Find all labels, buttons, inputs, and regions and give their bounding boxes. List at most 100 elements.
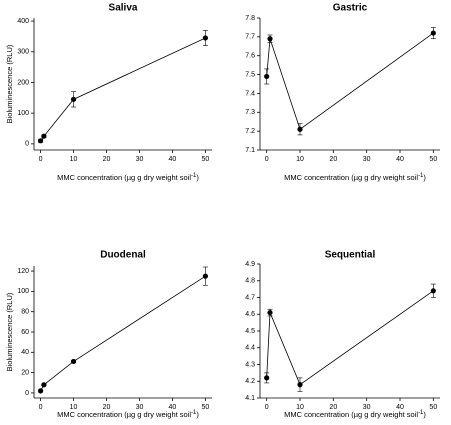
data-point <box>264 73 270 80</box>
chart-title: Saliva <box>109 3 138 14</box>
spacer: ) <box>196 410 199 419</box>
x-axis-label-main: MMC concentration (µg g dry weight soil <box>57 410 191 419</box>
y-tick-label: 60 <box>21 329 29 336</box>
spacer: ) <box>423 173 426 182</box>
data-point <box>264 375 270 381</box>
data-line <box>40 37 206 142</box>
data-line <box>266 32 434 130</box>
spacer: ) <box>196 173 199 182</box>
y-tick-label: 7.2 <box>245 128 255 135</box>
x-tick-label: 10 <box>70 156 78 163</box>
subplot: Saliva 0 100 200 300 400 0 10 20 30 40 50 Biolumines… <box>5 3 212 182</box>
data-point <box>267 36 273 42</box>
x-tick-label: 50 <box>429 156 437 163</box>
x-axis-label: MMC concentration (µg g dry weight soil-… <box>284 410 426 419</box>
y-tick-label: 20 <box>21 369 29 376</box>
y-tick-label: 7.5 <box>245 71 255 78</box>
y-tick-label: 40 <box>21 349 29 356</box>
x-axis-label: MMC concentration (µg g dry weight soil-… <box>284 173 426 182</box>
y-tick-label: 7.6 <box>245 53 255 60</box>
x-tick-label: 20 <box>103 404 111 411</box>
x-tick-label: 0 <box>39 156 43 163</box>
y-tick-label: 200 <box>17 79 29 86</box>
x-tick-label: 50 <box>202 156 210 163</box>
x-axis-label: MMC concentration (µg g dry weight soil-… <box>57 410 199 419</box>
y-tick-label: 0 <box>25 141 29 148</box>
y-tick-label: 7.3 <box>245 109 255 116</box>
y-tick-label: 7.7 <box>245 34 255 41</box>
x-tick-label: 30 <box>136 404 144 411</box>
y-tick-label: 4.3 <box>245 361 255 368</box>
y-tick-label: 7.4 <box>245 90 255 97</box>
y-tick-label: 4.5 <box>245 328 255 335</box>
chart-title: Sequential <box>325 250 376 261</box>
x-axis-label: MMC concentration (µg g dry weight soil-… <box>57 173 199 182</box>
y-tick-label: 120 <box>17 268 29 275</box>
x-tick-label: 30 <box>363 156 371 163</box>
x-tick-label: 0 <box>39 404 43 411</box>
x-axis-label-sup: -1 <box>191 410 197 416</box>
y-axis-label: Bioluminescence (RLU) <box>5 44 14 123</box>
x-tick-label: 50 <box>202 404 210 411</box>
y-tick-label: 4.4 <box>245 345 255 352</box>
y-tick-label: 400 <box>17 18 29 25</box>
x-tick-label: 10 <box>296 156 304 163</box>
y-tick-label: 4.8 <box>245 278 255 285</box>
data-line <box>40 275 206 392</box>
x-tick-label: 40 <box>169 404 177 411</box>
y-tick-label: 100 <box>17 288 29 295</box>
y-tick-label: 4.2 <box>245 378 255 385</box>
chart-title: Gastric <box>333 3 368 14</box>
x-axis-label-main: MMC concentration (µg g dry weight soil <box>57 173 191 182</box>
data-point <box>297 126 303 132</box>
x-tick-label: 10 <box>70 404 78 411</box>
chart-title: Duodenal <box>100 250 146 261</box>
x-axis-label-sup: -1 <box>418 410 424 416</box>
data-point <box>70 96 77 102</box>
x-tick-label: 40 <box>396 404 404 411</box>
x-tick-label: 0 <box>265 404 269 411</box>
data-point <box>202 35 209 41</box>
x-tick-label: 20 <box>329 404 337 411</box>
y-tick-label: 80 <box>21 309 29 316</box>
subplot: Duodenal 0 20 40 60 80 100 120 0 10 20 30 40 50 Biolum… <box>5 250 212 419</box>
data-line <box>266 290 434 386</box>
x-axis-label-main: MMC concentration (µg g dry weight soil <box>284 410 418 419</box>
data-point <box>430 30 436 36</box>
data-point <box>267 309 273 316</box>
y-tick-label: 4.9 <box>245 261 255 268</box>
subplot: Sequential 4.1 4.2 4.3 4.4 4.5 4.6 4.7 4.8 4.9 0 10… <box>245 250 440 419</box>
x-tick-label: 50 <box>429 404 437 411</box>
data-point <box>297 382 303 388</box>
y-tick-label: 300 <box>17 49 29 56</box>
y-tick-label: 7.1 <box>245 147 255 154</box>
x-tick-label: 20 <box>103 156 111 163</box>
data-point <box>37 388 44 394</box>
x-tick-label: 10 <box>296 404 304 411</box>
spacer: ) <box>423 410 426 419</box>
subplot: Gastric 7.1 7.2 7.3 7.4 7.5 7.6 7.7 7.8 0 10 20 30 40… <box>245 3 440 182</box>
x-tick-label: 40 <box>396 156 404 163</box>
x-tick-label: 30 <box>136 156 144 163</box>
data-point <box>202 273 209 279</box>
x-tick-label: 30 <box>363 404 371 411</box>
data-point <box>430 288 436 294</box>
data-point <box>70 358 77 365</box>
y-axis-label: Bioluminescence (RLU) <box>5 292 14 371</box>
y-tick-label: 4.1 <box>245 395 255 402</box>
data-point <box>37 138 44 144</box>
x-axis-label-sup: -1 <box>191 173 197 179</box>
x-tick-label: 40 <box>169 156 177 163</box>
y-tick-label: 4.7 <box>245 294 255 301</box>
data-point <box>41 133 47 139</box>
y-tick-label: 4.6 <box>245 311 255 318</box>
data-point <box>41 382 47 388</box>
x-axis-label-main: MMC concentration (µg g dry weight soil <box>284 173 418 182</box>
x-tick-label: 20 <box>329 156 337 163</box>
x-axis-label-sup: -1 <box>418 173 424 179</box>
y-tick-label: 0 <box>25 390 29 397</box>
x-tick-label: 0 <box>265 156 269 163</box>
y-tick-label: 7.8 <box>245 15 255 22</box>
y-tick-label: 100 <box>17 110 29 117</box>
